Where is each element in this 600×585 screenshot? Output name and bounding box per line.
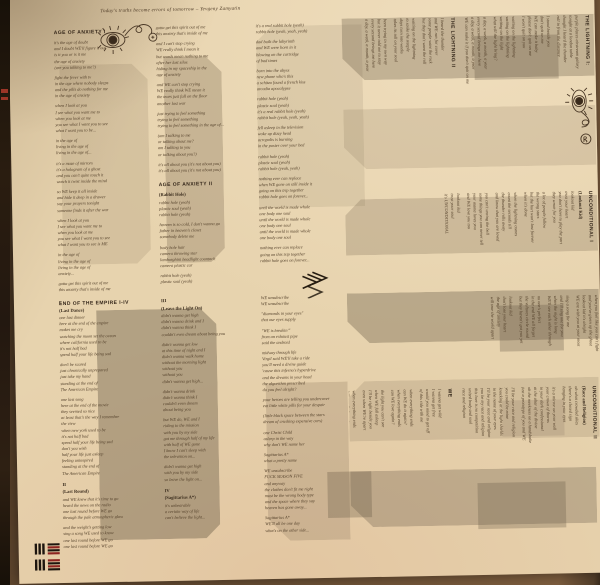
we-chevron-logo-icon (302, 271, 329, 299)
lyric-lyric-line: plastic soul (yeah) (160, 278, 193, 285)
rotated-lyrics-band-unconditional-1: UNCONDITIONAL I (Lookout Kid) lookout kid t… (328, 191, 599, 296)
rotated-lyrics-band-race-religion-we: UNCONDITIONAL II (Race and Religion) oh wh… (349, 386, 600, 557)
eye-doodle-icon (97, 24, 158, 55)
eye-doodle-rotated-icon (565, 87, 594, 145)
lyric-song-heading: THE LIGHTNING II (449, 17, 456, 68)
lyric-song-heading: AGE OF ANXIETY II (158, 181, 213, 189)
lyric-song-heading: WE (446, 388, 453, 398)
lyrics-column-2-top: gotta get this spirit out of me this anxi… (156, 23, 263, 285)
stripe-flag-logo-icon (34, 543, 61, 571)
printed-lyrics-area: Today's truths become errors of tomorrow… (8, 0, 600, 579)
lyric-lyric-line: one last round before WE go (63, 542, 113, 549)
lyric-song-heading: UNCONDITIONAL I (586, 190, 594, 243)
rotated-lyrics-band-lookout-kid: when you feel like you can't fight and yo… (347, 295, 600, 388)
lyrics-column-2-bottom: III (Leave the Light On) didn't wanna get … (161, 295, 267, 521)
liner-notes-sheet: Today's truths become errors of tomorrow… (8, 0, 600, 584)
spine-red-mark (1, 97, 8, 100)
lyric-lyric-line: can't believe the light... (165, 514, 206, 521)
epigraph-quote: Today's truths become errors of tomorrow… (100, 6, 241, 15)
spine-red-mark (1, 89, 8, 93)
record-sleeve-spine (0, 0, 10, 585)
lyrics-column-1-bottom: I (Last Dance) one last dinner here at the … (59, 297, 160, 550)
lyric-song-heading: UNCONDITIONAL II (590, 385, 598, 440)
lyric-sub-heading: (Lookout Kid) (577, 191, 584, 220)
